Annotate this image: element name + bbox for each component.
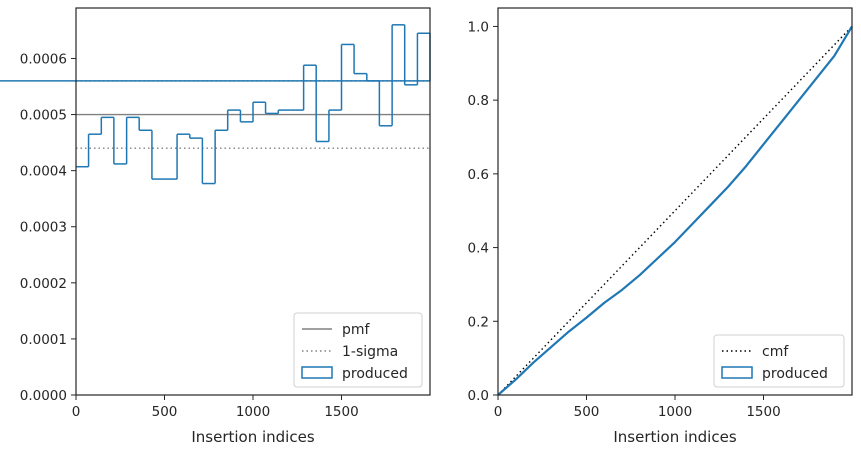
x-tick-label: 1000 (658, 404, 692, 420)
y-tick-label: 0.0005 (20, 108, 67, 124)
y-tick-label: 0.0003 (20, 220, 67, 236)
legend-label-produced: produced (762, 366, 828, 382)
histogram-axes-frame (75, 7, 431, 396)
legend-swatch-produced (301, 366, 333, 379)
x-tick-label: 1000 (236, 404, 270, 420)
cumulative-x-axis-label: Insertion indices (613, 428, 736, 446)
x-tick-label: 500 (574, 404, 600, 420)
cumulative-legend-frame (713, 334, 845, 388)
legend-label-cmf: cmf (762, 344, 789, 360)
y-tick-label: 0.8 (468, 93, 489, 109)
y-tick-label: 0.0006 (20, 51, 67, 67)
y-tick-label: 1.0 (468, 19, 489, 35)
x-tick-label: 1500 (324, 404, 358, 420)
cumulative-panel: Insertion indices 0 500 1000 15000.00.20.40… (468, 7, 853, 446)
y-tick-label: 0.0004 (20, 164, 67, 180)
cumulative-ticks: 0 500 1000 1500 0.0 0.2 0.4 0.6 0.8 1.0 (468, 19, 781, 420)
cumulative-axes-frame (497, 7, 853, 396)
x-tick-label: 0 (494, 404, 503, 420)
histogram-legend-frame (293, 312, 423, 388)
legend-label-1-sigma: 1-sigma (342, 344, 398, 360)
legend-swatch-produced (721, 366, 753, 379)
y-tick-label: 0.0000 (20, 388, 67, 404)
y-tick-label: 0.4 (468, 241, 489, 257)
x-tick-label: 0 (72, 404, 81, 420)
histogram-x-axis-label: Insertion indices (191, 428, 314, 446)
histogram-panel: Insertion indices 0 500 1000 1500 0.0000 0.00… (0, 7, 431, 446)
cumulative-legend: cmf produced (713, 334, 845, 388)
produced-cumulative-line (497, 25, 853, 396)
legend-label-produced: produced (342, 366, 408, 382)
histogram-plot-area (0, 24, 431, 185)
y-tick-label: 0.0001 (20, 332, 67, 348)
y-tick-label: 0.2 (468, 314, 489, 330)
legend-label-pmf: pmf (342, 322, 371, 338)
x-tick-label: 500 (152, 404, 178, 420)
cumulative-plot-area (497, 25, 853, 396)
histogram-ticks: 0 500 1000 1500 0.0000 0.0001 0.0002 0.0003 0.00… (20, 51, 359, 420)
x-tick-label: 1500 (746, 404, 780, 420)
y-tick-label: 0.6 (468, 167, 489, 183)
y-tick-label: 0.0 (468, 388, 489, 404)
y-tick-label: 0.0002 (20, 276, 67, 292)
histogram-legend: pmf 1-sigma produced (293, 312, 423, 388)
